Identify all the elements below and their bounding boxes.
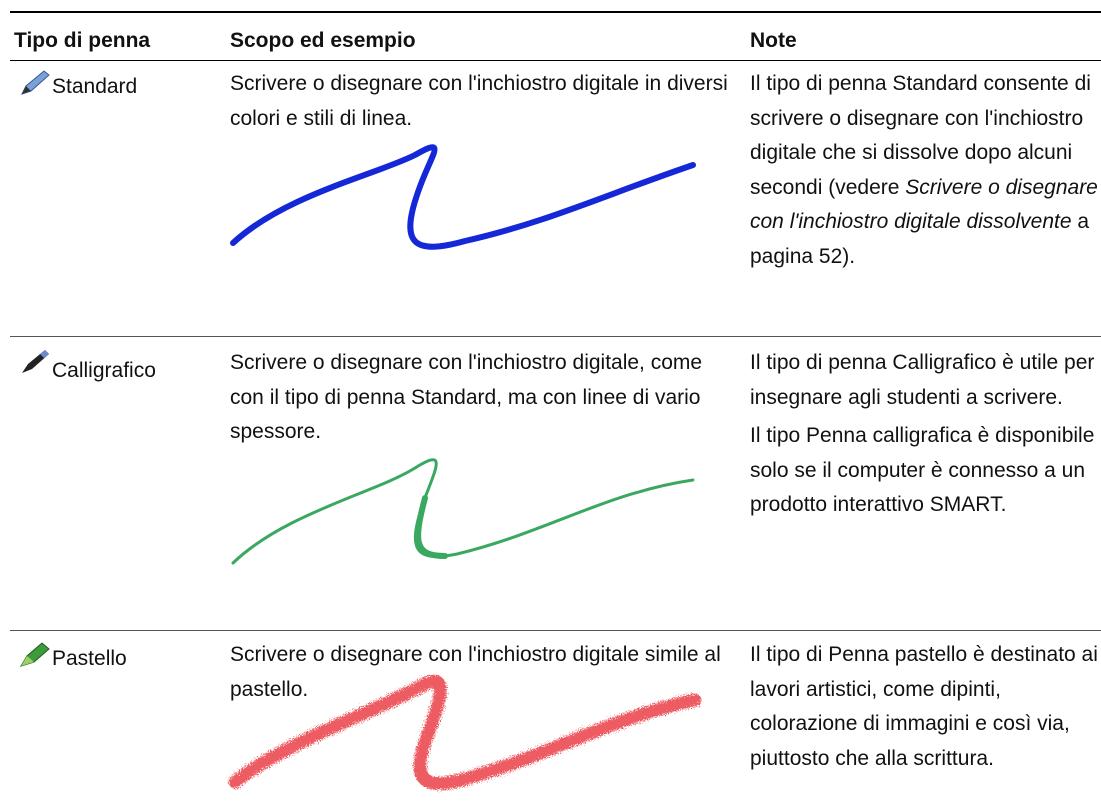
note-paragraph: Il tipo di penna Calligrafico è utile pe… (750, 346, 1101, 415)
row-rule (10, 630, 1101, 631)
header-cell: Note (750, 29, 797, 52)
calligraphic-stroke (231, 458, 695, 565)
header-cell: Tipo di penna (14, 29, 151, 52)
note-text: Il tipo di penna Calligrafico è utile pe… (750, 351, 1095, 409)
pen-icon (21, 70, 50, 95)
standard-stroke (230, 144, 696, 250)
note-text: Il tipo di Penna pastello è destinato ai… (750, 643, 1098, 770)
row-rule (10, 336, 1101, 337)
note-paragraph: Il tipo di Penna pastello è destinato ai… (750, 638, 1101, 776)
pen-name: Pastello (52, 647, 127, 670)
purpose: Scrivere o disegnare con l'inchiostro di… (230, 72, 728, 130)
notes: Il tipo di penna Calligrafico è utile pe… (750, 346, 1101, 527)
pen-name: Calligrafico (52, 359, 156, 382)
crayon-stroke (228, 674, 702, 790)
note-text: Scrivere o disegnare con l'inchiostro di… (750, 175, 1098, 234)
notes: Il tipo di Penna pastello è destinato ai… (750, 638, 1101, 780)
pen-name: Standard (52, 75, 138, 98)
pen-icon (19, 642, 50, 667)
note-paragraph: Il tipo di penna Standard consente di sc… (750, 67, 1101, 274)
purpose: Scrivere o disegnare con l'inchiostro di… (230, 351, 703, 443)
note-text: Il tipo Penna calligrafica è disponibile… (750, 424, 1095, 516)
note-paragraph: Il tipo Penna calligrafica è disponibile… (750, 419, 1101, 523)
note-text: Il tipo di penna Standard consente di sc… (750, 72, 1091, 199)
header-cell: Scopo ed esempio (230, 29, 416, 52)
header-rule (10, 60, 1101, 61)
purpose: Scrivere o disegnare con l'inchiostro di… (230, 643, 721, 701)
pen-icon (22, 350, 49, 373)
top-rule (10, 11, 1101, 13)
note-text: a pagina 52). (750, 210, 1090, 268)
notes: Il tipo di penna Standard consente di sc… (750, 67, 1101, 278)
